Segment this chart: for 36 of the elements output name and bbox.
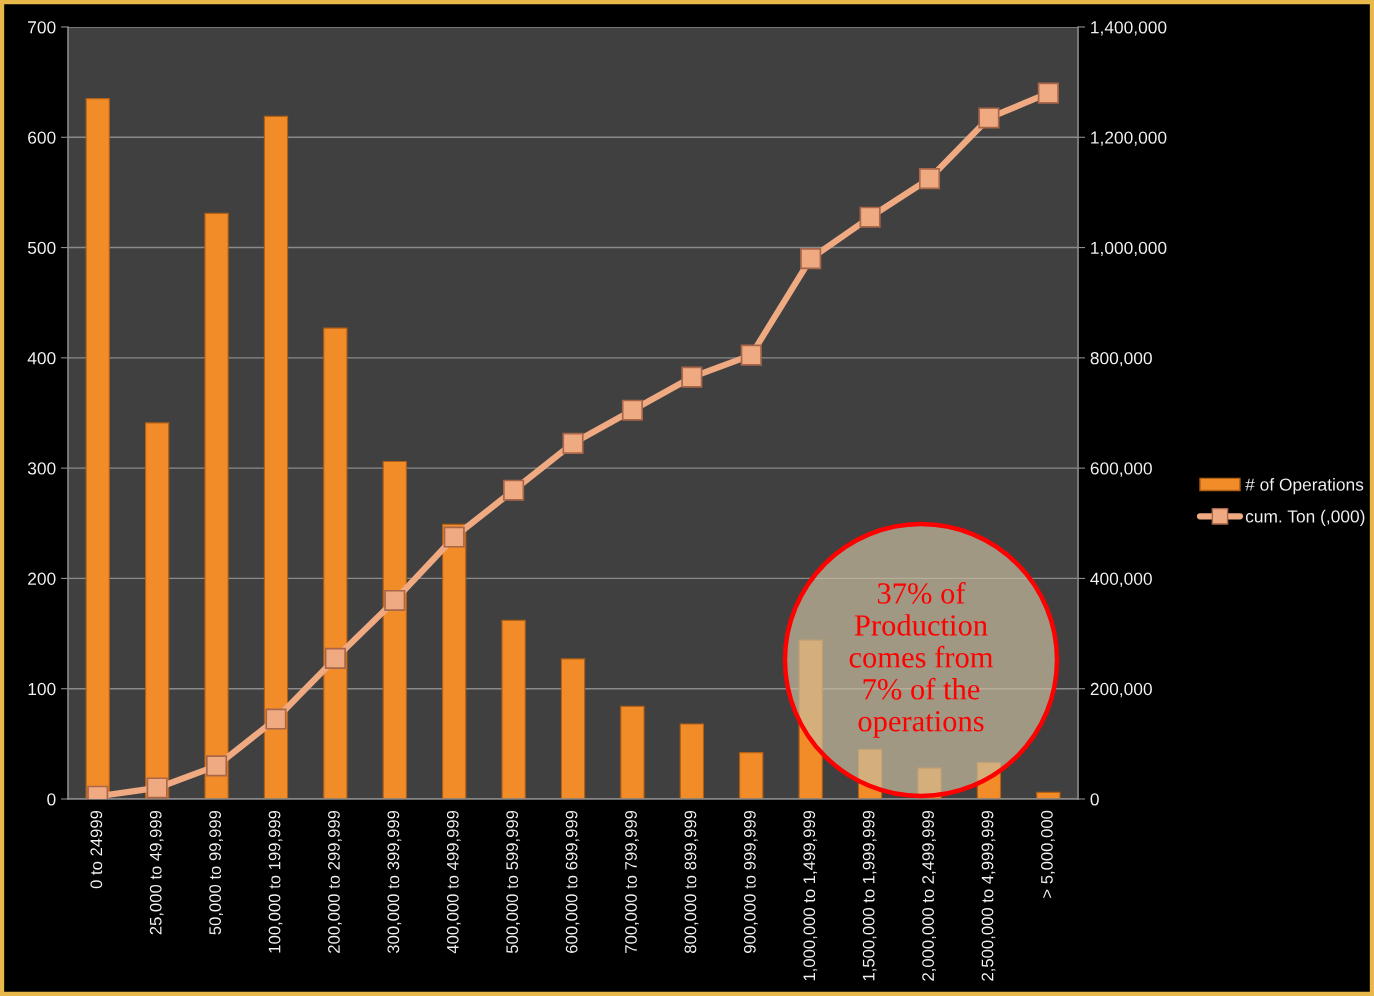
y2-tick-label: 400,000 [1090, 572, 1152, 587]
x-tick-label: 2,500,000 to 4,999,999 [981, 810, 996, 981]
y2-tick-label: 1,200,000 [1091, 131, 1167, 146]
legend-label: cum. Ton (,000) [1245, 509, 1365, 526]
y-tick-label: 200 [28, 572, 56, 585]
x-tick-label: 700,000 to 799,999 [625, 810, 639, 953]
y-tick-label: 0 [47, 793, 56, 806]
y2-tick-label: 1,400,000 [1091, 21, 1167, 36]
y-tick-label: 700 [28, 21, 56, 34]
y-tick-label: 500 [27, 241, 56, 255]
x-tick-label: 2,000,000 to 2,499,999 [922, 810, 936, 981]
x-tick-label: 200,000 to 299,999 [328, 810, 342, 953]
x-tick-label: 0 to 24999 [90, 810, 103, 889]
y-tick-label: 100 [28, 682, 56, 696]
x-tick-label: 1,500,000 to 1,999,999 [862, 810, 877, 981]
x-tick-label: 800,000 to 899,999 [684, 810, 699, 954]
y-tick-label: 400 [27, 352, 56, 365]
y2-tick-label: 1,000,000 [1091, 241, 1167, 257]
y-tick-label: 600 [28, 131, 56, 144]
x-tick-label: 400,000 to 499,999 [446, 810, 461, 954]
x-tick-label: 25,000 to 49,999 [149, 810, 164, 935]
x-tick-label: > 5,000,000 [1041, 810, 1055, 898]
y2-tick-label: 0 [1090, 793, 1099, 806]
x-tick-label: 1,000,000 to 1,499,999 [803, 810, 818, 981]
y-tick-label: 300 [27, 462, 56, 475]
y2-tick-label: 200,000 [1090, 682, 1152, 698]
x-tick-label: 900,000 to 999,999 [743, 810, 758, 953]
x-tick-label: 100,000 to 199,999 [268, 810, 283, 953]
x-tick-label: 300,000 to 399,999 [387, 810, 402, 954]
x-tick-label: 50,000 to 99,999 [209, 810, 223, 935]
annotation: 37% of Production comes from 7% of the operations [849, 581, 994, 738]
y2-tick-label: 800,000 [1090, 352, 1152, 367]
y2-tick-label: 600,000 [1090, 462, 1152, 477]
x-tick-label: 600,000 to 699,999 [565, 810, 580, 953]
legend-label: # of Operations [1245, 477, 1364, 495]
x-tick-label: 500,000 to 599,999 [506, 810, 521, 954]
